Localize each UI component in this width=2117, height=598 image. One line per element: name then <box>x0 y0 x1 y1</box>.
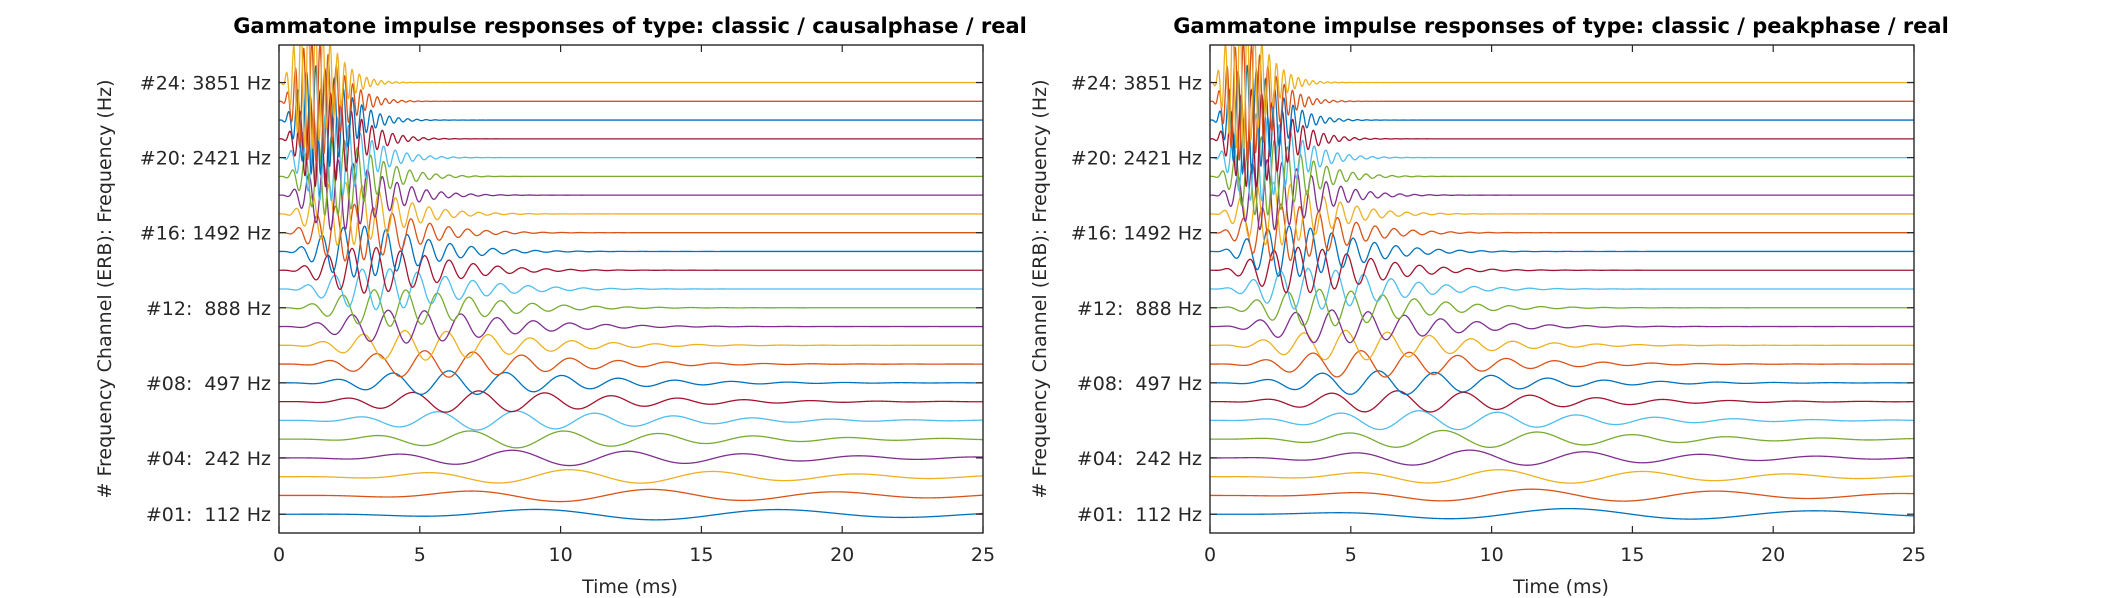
series-line-channel-6 <box>279 410 983 431</box>
y-tick-label: #12: 888 Hz <box>1077 298 1202 320</box>
y-tick-label: #24: 3851 Hz <box>1071 73 1202 95</box>
y-tick-label: #08: 497 Hz <box>1077 373 1202 395</box>
series-line-channel-11 <box>279 309 983 344</box>
series-line-channel-4 <box>1210 449 1914 466</box>
series-line-channel-18 <box>1210 158 1914 231</box>
x-tick-label: 10 <box>1480 544 1504 566</box>
x-tick-label: 20 <box>1761 544 1785 566</box>
series-group <box>1210 45 1914 520</box>
x-axis-label: Time (ms) <box>1512 576 1609 598</box>
x-tick-label: 0 <box>1204 544 1216 566</box>
series-line-channel-13 <box>279 268 983 311</box>
series-line-channel-20 <box>279 113 983 202</box>
axes-causalphase: Gammatone impulse responses of type: cla… <box>94 14 1027 598</box>
series-line-channel-18 <box>279 159 983 231</box>
series-line-channel-12 <box>279 289 983 327</box>
chart-title: Gammatone impulse responses of type: cla… <box>233 14 1027 38</box>
series-line-channel-6 <box>1210 410 1914 431</box>
chart-title: Gammatone impulse responses of type: cla… <box>1173 14 1949 38</box>
y-tick-label: #01: 112 Hz <box>146 504 271 526</box>
series-line-channel-4 <box>279 449 983 467</box>
series-line-channel-9 <box>1210 350 1914 378</box>
y-tick-label: #01: 112 Hz <box>1077 504 1202 526</box>
series-line-channel-17 <box>279 181 983 247</box>
series-line-channel-3 <box>1210 469 1914 484</box>
x-tick-label: 0 <box>273 544 285 566</box>
series-line-channel-21 <box>1210 88 1914 188</box>
series-line-channel-5 <box>1210 429 1914 449</box>
y-tick-label: #20: 2421 Hz <box>140 148 271 170</box>
series-line-channel-7 <box>1210 390 1914 413</box>
series-line-channel-1 <box>1210 507 1914 520</box>
series-line-channel-22 <box>1210 64 1914 176</box>
x-tick-label: 15 <box>689 544 713 566</box>
y-tick-label: #16: 1492 Hz <box>1071 223 1202 245</box>
series-line-channel-1 <box>279 508 983 521</box>
series-line-channel-22 <box>279 65 983 176</box>
series-line-channel-23 <box>1210 45 1914 162</box>
series-line-channel-15 <box>279 225 983 278</box>
y-axis-label: # Frequency Channel (ERB): Frequency (Hz… <box>1029 80 1051 499</box>
series-line-channel-19 <box>1210 135 1914 216</box>
series-line-channel-8 <box>279 370 983 396</box>
series-line-channel-9 <box>279 350 983 378</box>
y-tick-label: #08: 497 Hz <box>146 373 271 395</box>
series-line-channel-20 <box>1210 112 1914 202</box>
x-tick-label: 25 <box>1902 544 1926 566</box>
x-tick-label: 5 <box>414 544 426 566</box>
y-tick-label: #12: 888 Hz <box>146 298 271 320</box>
y-tick-label: #16: 1492 Hz <box>140 223 271 245</box>
series-line-channel-5 <box>279 430 983 449</box>
series-line-channel-23 <box>279 45 983 163</box>
series-line-channel-2 <box>1210 488 1914 502</box>
series-line-channel-16 <box>1210 203 1914 262</box>
series-line-channel-17 <box>1210 181 1914 246</box>
x-axis-label: Time (ms) <box>581 576 678 598</box>
series-line-channel-8 <box>1210 370 1914 396</box>
x-tick-label: 5 <box>1345 544 1357 566</box>
series-line-channel-16 <box>279 203 983 262</box>
series-line-channel-12 <box>1210 288 1914 327</box>
series-line-channel-7 <box>279 390 983 413</box>
series-line-channel-15 <box>1210 225 1914 278</box>
series-line-channel-19 <box>279 136 983 216</box>
x-tick-label: 15 <box>1620 544 1644 566</box>
axes-box <box>1209 44 1915 534</box>
y-axis-label: # Frequency Channel (ERB): Frequency (Hz… <box>94 80 116 499</box>
series-line-channel-10 <box>279 329 983 361</box>
series-line-channel-3 <box>279 469 983 484</box>
series-line-channel-24 <box>279 45 983 150</box>
series-line-channel-21 <box>279 88 983 188</box>
series-group <box>279 45 983 521</box>
y-tick-label: #20: 2421 Hz <box>1071 148 1202 170</box>
series-line-channel-13 <box>1210 267 1914 310</box>
y-tick-label: #04: 242 Hz <box>1077 448 1202 470</box>
series-line-channel-2 <box>279 488 983 503</box>
axes-box <box>278 44 984 534</box>
x-tick-label: 25 <box>971 544 995 566</box>
series-line-channel-10 <box>1210 329 1914 361</box>
series-line-channel-11 <box>1210 309 1914 344</box>
y-tick-label: #24: 3851 Hz <box>140 73 271 95</box>
series-line-channel-14 <box>279 247 983 294</box>
axes-peakphase: Gammatone impulse responses of type: cla… <box>1029 14 1949 598</box>
series-line-channel-14 <box>1210 246 1914 294</box>
x-tick-label: 20 <box>830 544 854 566</box>
x-tick-label: 10 <box>549 544 573 566</box>
series-line-channel-24 <box>1210 45 1914 149</box>
y-tick-label: #04: 242 Hz <box>146 448 271 470</box>
